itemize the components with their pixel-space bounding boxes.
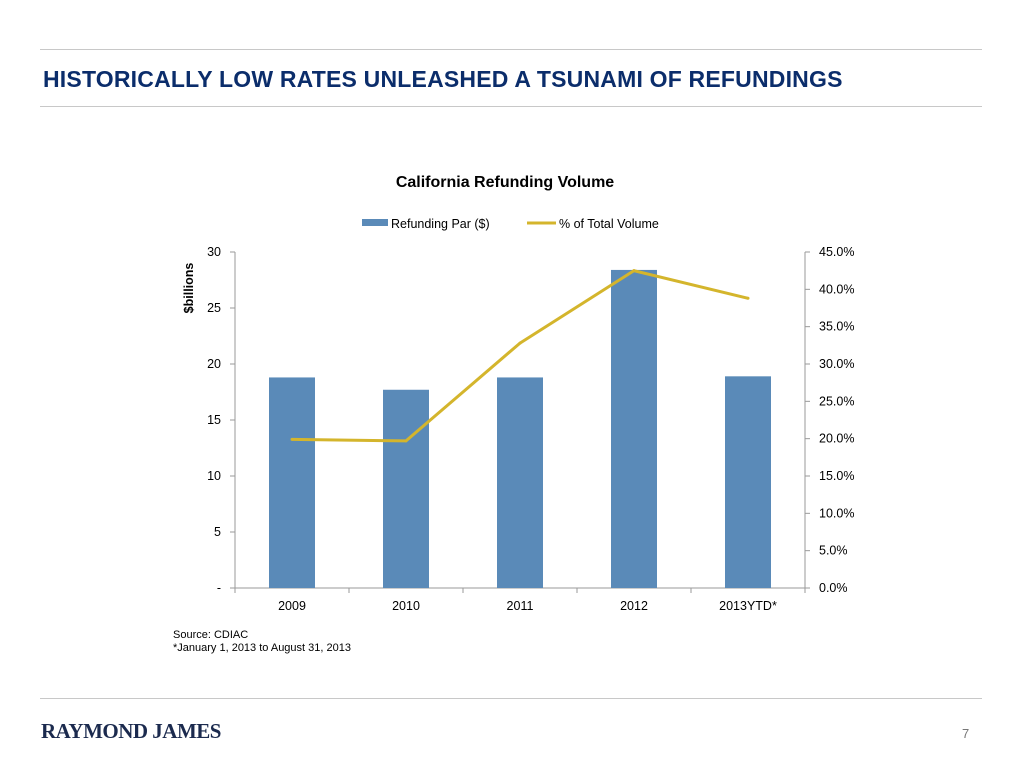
- left-axis: - 5 10 15 20 25 30: [207, 245, 236, 595]
- line-point: [518, 341, 522, 345]
- right-tick-label: 30.0%: [819, 357, 854, 371]
- raymond-james-logo: RAYMOND JAMES: [41, 719, 221, 743]
- date-range-note: *January 1, 2013 to August 31, 2013: [173, 642, 351, 654]
- line-point: [404, 439, 408, 443]
- left-tick-label: 10: [207, 469, 221, 483]
- bar: [497, 377, 543, 588]
- line-point: [632, 269, 636, 273]
- right-tick-label: 10.0%: [819, 506, 854, 520]
- footnotes: Source: CDIAC *January 1, 2013 to August…: [173, 629, 351, 655]
- bar: [383, 389, 429, 588]
- footer-rule: [40, 698, 982, 699]
- left-tick-label: 20: [207, 357, 221, 371]
- left-tick-label: 5: [214, 525, 221, 539]
- right-tick-label: 15.0%: [819, 469, 854, 483]
- right-tick-label: 45.0%: [819, 245, 854, 259]
- left-tick-label: -: [217, 581, 221, 595]
- chart-title: California Refunding Volume: [396, 174, 614, 191]
- bar: [269, 377, 315, 588]
- y-axis-label: $billions: [182, 263, 196, 314]
- left-tick-label: 25: [207, 301, 221, 315]
- bar-series: [269, 269, 771, 588]
- right-tick-label: 5.0%: [819, 544, 848, 558]
- right-tick-label: 25.0%: [819, 394, 854, 408]
- line-point: [746, 296, 750, 300]
- x-tick-label: 2009: [278, 599, 306, 613]
- page-number: 7: [962, 726, 970, 741]
- legend-line-label: % of Total Volume: [559, 217, 659, 231]
- chart-legend: Refunding Par ($) % of Total Volume: [362, 217, 659, 231]
- right-tick-label: 20.0%: [819, 432, 854, 446]
- x-tick-label: 2010: [392, 599, 420, 613]
- slide-title: HISTORICALLY LOW RATES UNLEASHED A TSUNA…: [43, 66, 843, 92]
- x-tick-label: 2012: [620, 599, 648, 613]
- right-tick-label: 40.0%: [819, 282, 854, 296]
- bar: [611, 269, 657, 588]
- legend-bar-label: Refunding Par ($): [391, 217, 490, 231]
- x-tick-label: 2013YTD*: [719, 599, 777, 613]
- legend-bar-swatch: [362, 219, 388, 226]
- top-rule: [40, 49, 982, 50]
- x-tick-label: 2011: [507, 599, 534, 613]
- bar: [725, 376, 771, 588]
- line-series: [290, 269, 750, 443]
- left-tick-label: 30: [207, 245, 221, 259]
- line-point: [290, 437, 294, 441]
- x-axis: 2009 2010 2011 2012 2013YTD*: [234, 587, 806, 613]
- left-tick-label: 15: [207, 413, 221, 427]
- right-axis: 0.0% 5.0% 10.0% 15.0% 20.0% 25.0% 30.0% 35.0% 40…: [804, 245, 854, 595]
- right-tick-label: 0.0%: [819, 581, 848, 595]
- source-note: Source: CDIAC: [173, 629, 249, 641]
- title-rule: [40, 106, 982, 107]
- right-tick-label: 35.0%: [819, 320, 854, 334]
